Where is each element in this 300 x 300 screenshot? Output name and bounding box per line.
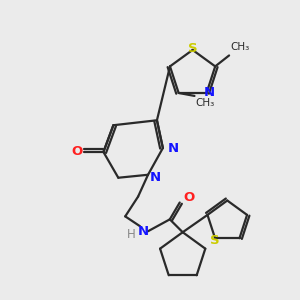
Text: CH₃: CH₃ xyxy=(230,43,249,52)
Text: S: S xyxy=(210,234,220,247)
Text: S: S xyxy=(188,42,197,56)
Text: CH₃: CH₃ xyxy=(196,98,215,108)
Text: N: N xyxy=(204,86,215,99)
Text: N: N xyxy=(168,142,179,154)
Text: N: N xyxy=(137,225,148,238)
Text: O: O xyxy=(71,146,82,158)
Text: H: H xyxy=(127,228,136,241)
Text: O: O xyxy=(184,191,195,204)
Text: N: N xyxy=(150,171,161,184)
